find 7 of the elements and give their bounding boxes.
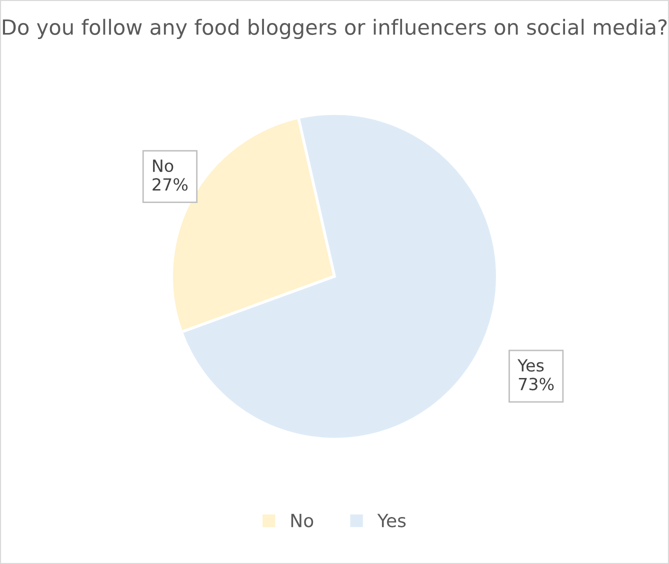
data-label: 73% xyxy=(518,378,554,390)
chart-title: Do you follow any food bloggers or influencers on social media? xyxy=(2,18,667,40)
legend-label: Yes xyxy=(377,514,406,528)
legend-label: No xyxy=(291,514,314,528)
data-label: 27% xyxy=(152,178,188,191)
slice-label: Yes xyxy=(518,359,544,372)
slice-label: No xyxy=(153,160,174,172)
